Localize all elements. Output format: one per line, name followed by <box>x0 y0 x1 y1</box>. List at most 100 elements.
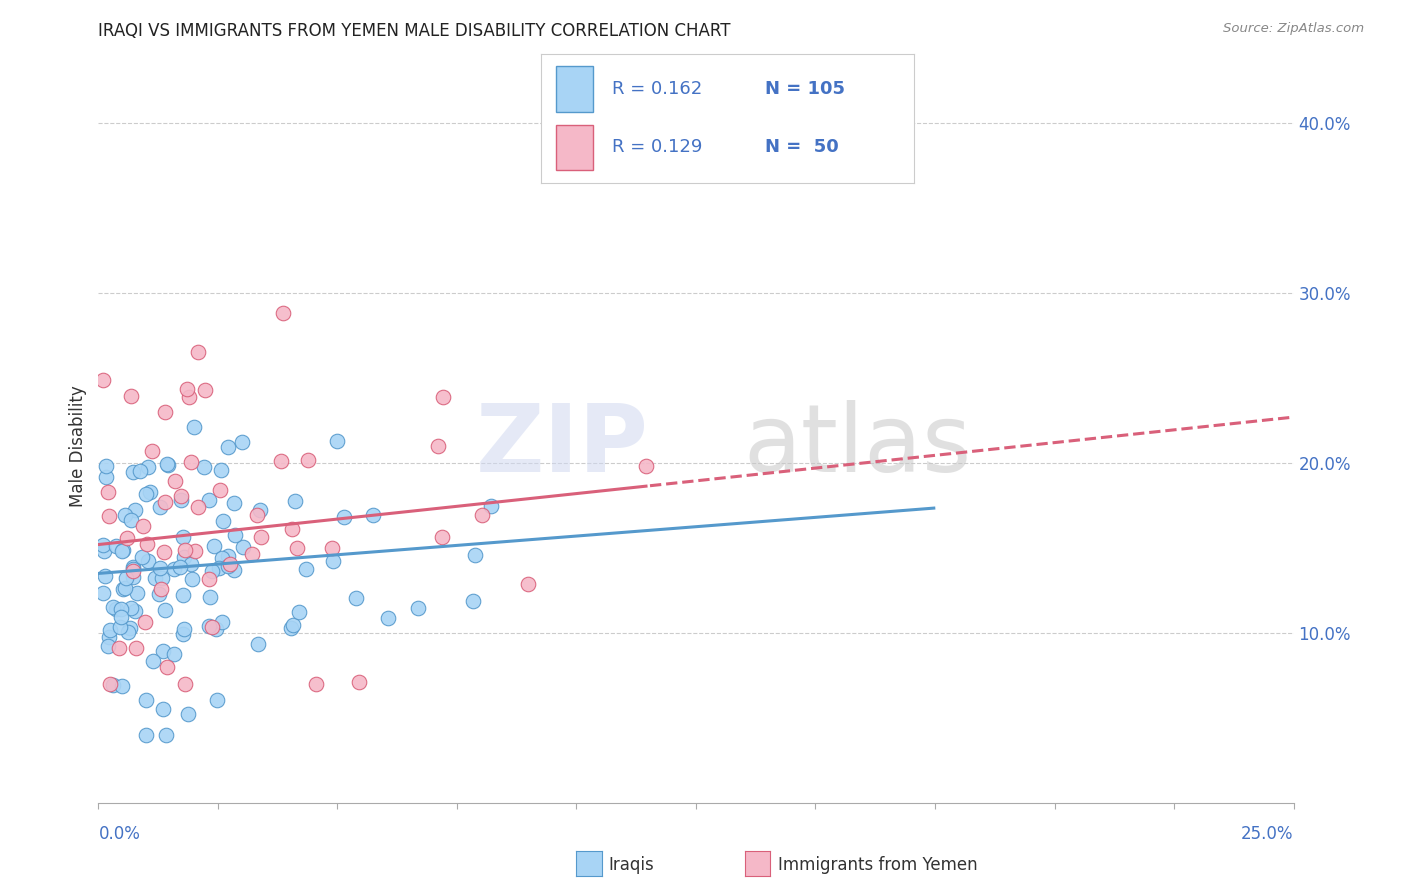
Point <box>120 601 142 615</box>
Point <box>97 484 120 499</box>
Point <box>326 434 349 449</box>
Point <box>149 560 172 574</box>
Text: Iraqis: Iraqis <box>609 856 655 874</box>
Point <box>114 581 136 595</box>
Point <box>134 615 156 629</box>
Point <box>153 405 176 419</box>
Point <box>287 605 309 619</box>
Point <box>211 615 233 630</box>
Point <box>217 559 239 574</box>
Point <box>432 530 454 544</box>
Point <box>332 509 354 524</box>
Point <box>464 548 486 562</box>
Point <box>148 500 170 515</box>
Point <box>124 503 146 517</box>
Point <box>174 543 197 558</box>
Point <box>120 389 142 403</box>
Point <box>219 557 242 571</box>
Point <box>193 459 215 474</box>
Point <box>124 604 146 618</box>
Point <box>122 562 145 576</box>
Point <box>194 383 217 397</box>
FancyBboxPatch shape <box>557 67 593 112</box>
Point <box>122 559 145 574</box>
Point <box>281 618 304 632</box>
Point <box>209 463 232 477</box>
Point <box>141 444 163 458</box>
Point <box>101 599 124 614</box>
Point <box>180 558 202 572</box>
Point <box>198 572 221 586</box>
Point <box>271 306 294 320</box>
Point <box>217 549 239 564</box>
Point <box>97 639 120 653</box>
Point <box>120 513 142 527</box>
Point <box>155 728 177 742</box>
Point <box>304 677 326 691</box>
Point <box>111 544 134 558</box>
Point <box>172 530 194 544</box>
Point <box>246 508 269 523</box>
Point <box>96 458 118 473</box>
Point <box>94 469 117 483</box>
Point <box>321 541 343 555</box>
Point <box>110 620 132 634</box>
Point <box>249 502 271 516</box>
Text: ZIP: ZIP <box>475 400 648 492</box>
Point <box>180 455 202 469</box>
Point <box>142 654 165 668</box>
Point <box>284 494 307 508</box>
Point <box>125 640 148 655</box>
Point <box>198 590 221 604</box>
Y-axis label: Male Disability: Male Disability <box>69 385 87 507</box>
Point <box>163 475 186 489</box>
Point <box>187 345 209 359</box>
Point <box>201 620 224 634</box>
Point <box>101 678 124 692</box>
Text: N =  50: N = 50 <box>765 138 838 156</box>
Point <box>344 591 367 606</box>
Point <box>177 706 200 721</box>
Point <box>281 522 304 536</box>
Point <box>232 541 254 555</box>
Point <box>121 570 143 584</box>
Point <box>156 457 179 471</box>
Point <box>198 619 221 633</box>
Point <box>121 465 143 479</box>
Point <box>91 586 114 600</box>
Point <box>377 611 399 625</box>
Point <box>93 544 115 558</box>
Point <box>270 453 292 467</box>
Point <box>294 562 316 576</box>
Point <box>91 538 114 552</box>
Point <box>634 458 657 473</box>
Point <box>121 564 143 578</box>
Point <box>135 692 157 706</box>
Point <box>432 390 454 404</box>
Point <box>250 530 273 544</box>
Point <box>297 452 319 467</box>
Point <box>479 499 502 513</box>
Point <box>349 675 371 690</box>
Point <box>94 569 117 583</box>
Point <box>135 486 157 500</box>
Point <box>222 564 245 578</box>
Text: 25.0%: 25.0% <box>1241 825 1294 843</box>
Point <box>98 623 121 637</box>
Point <box>217 440 239 454</box>
Point <box>169 560 191 574</box>
Point <box>117 625 139 640</box>
Text: atlas: atlas <box>744 400 972 492</box>
Point <box>110 609 132 624</box>
Point <box>208 561 231 575</box>
Point <box>136 554 159 568</box>
Point <box>156 660 179 674</box>
Point <box>172 626 194 640</box>
Point <box>163 648 186 662</box>
Point <box>143 570 166 584</box>
Point <box>139 485 162 500</box>
Point <box>211 514 233 528</box>
Text: Immigrants from Yemen: Immigrants from Yemen <box>778 856 977 874</box>
Point <box>224 528 246 542</box>
Point <box>287 541 309 556</box>
